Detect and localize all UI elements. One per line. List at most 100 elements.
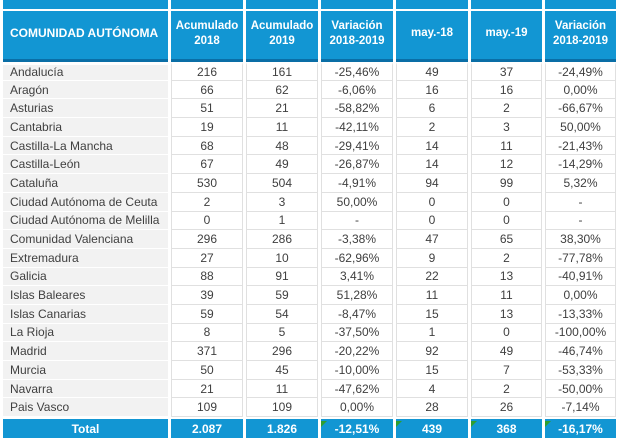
value-cell[interactable]: 16 [396, 80, 468, 100]
value-cell[interactable]: 50 [171, 361, 243, 380]
value-cell[interactable]: 3 [246, 192, 318, 212]
region-name-cell[interactable]: Castilla-León [3, 155, 168, 175]
column-header-acumulado-2018[interactable]: Acumulado 2018 [171, 0, 243, 62]
value-cell[interactable]: -46,74% [545, 342, 616, 361]
value-cell[interactable]: 14 [396, 136, 468, 156]
value-cell[interactable]: 0 [471, 192, 542, 212]
value-cell[interactable]: 48 [246, 136, 318, 156]
total-value-cell[interactable]: 1.826 [246, 417, 318, 439]
value-cell[interactable]: -29,41% [321, 136, 393, 156]
value-cell[interactable]: -50,00% [545, 379, 616, 399]
region-name-cell[interactable]: Galicia [3, 267, 168, 287]
value-cell[interactable]: 47 [396, 230, 468, 249]
region-name-cell[interactable]: Cataluña [3, 174, 168, 193]
value-cell[interactable]: -14,29% [545, 155, 616, 175]
value-cell[interactable]: 28 [396, 398, 468, 418]
value-cell[interactable]: 0 [396, 211, 468, 231]
region-name-cell[interactable]: Madrid [3, 342, 168, 361]
value-cell[interactable]: 16 [471, 80, 542, 100]
value-cell[interactable]: 14 [396, 155, 468, 175]
value-cell[interactable]: -40,91% [545, 267, 616, 287]
value-cell[interactable]: 11 [471, 136, 542, 156]
value-cell[interactable]: 37 [471, 62, 542, 81]
value-cell[interactable]: 91 [246, 267, 318, 287]
value-cell[interactable]: 0 [171, 211, 243, 231]
value-cell[interactable]: 5,32% [545, 174, 616, 193]
value-cell[interactable]: 59 [171, 304, 243, 324]
value-cell[interactable]: 39 [171, 286, 243, 305]
value-cell[interactable]: -26,87% [321, 155, 393, 175]
value-cell[interactable]: 2 [471, 99, 542, 119]
column-header-acumulado-2019[interactable]: Acumulado 2019 [246, 0, 318, 62]
value-cell[interactable]: 2 [471, 248, 542, 268]
total-value-cell-flagged[interactable]: -16,17% [545, 417, 616, 439]
value-cell[interactable]: 2 [471, 379, 542, 399]
value-cell[interactable]: 3,41% [321, 267, 393, 287]
total-value-cell-flagged[interactable]: -12,51% [321, 417, 393, 439]
value-cell[interactable]: 8 [171, 323, 243, 343]
value-cell[interactable]: 0 [396, 192, 468, 212]
value-cell[interactable]: 216 [171, 62, 243, 81]
value-cell[interactable]: 45 [246, 361, 318, 380]
value-cell[interactable]: 49 [471, 342, 542, 361]
value-cell[interactable]: 21 [246, 99, 318, 119]
value-cell[interactable]: 54 [246, 304, 318, 324]
value-cell[interactable]: -47,62% [321, 379, 393, 399]
value-cell[interactable]: 6 [396, 99, 468, 119]
region-name-cell[interactable]: Islas Baleares [3, 286, 168, 305]
value-cell[interactable]: 51 [171, 99, 243, 119]
value-cell[interactable]: -66,67% [545, 99, 616, 119]
value-cell[interactable]: 51,28% [321, 286, 393, 305]
column-header-variacion-acumulado[interactable]: Variación 2018-2019 [321, 0, 393, 62]
value-cell[interactable]: 99 [471, 174, 542, 193]
value-cell[interactable]: 2 [171, 192, 243, 212]
value-cell[interactable]: 530 [171, 174, 243, 193]
value-cell[interactable]: 13 [471, 304, 542, 324]
value-cell[interactable]: 88 [171, 267, 243, 287]
value-cell[interactable]: -100,00% [545, 323, 616, 343]
value-cell[interactable]: 49 [246, 155, 318, 175]
value-cell[interactable]: -53,33% [545, 361, 616, 380]
region-name-cell[interactable]: Islas Canarias [3, 304, 168, 324]
value-cell[interactable]: 0,00% [545, 80, 616, 100]
value-cell[interactable]: -25,46% [321, 62, 393, 81]
value-cell[interactable]: 11 [246, 118, 318, 137]
region-name-cell[interactable]: Pais Vasco [3, 398, 168, 418]
value-cell[interactable]: 15 [396, 361, 468, 380]
value-cell[interactable]: 296 [171, 230, 243, 249]
value-cell[interactable]: -13,33% [545, 304, 616, 324]
value-cell[interactable]: 12 [471, 155, 542, 175]
value-cell[interactable]: 15 [396, 304, 468, 324]
value-cell[interactable]: -20,22% [321, 342, 393, 361]
value-cell[interactable]: 62 [246, 80, 318, 100]
value-cell[interactable]: - [545, 192, 616, 212]
value-cell[interactable]: 92 [396, 342, 468, 361]
total-value-cell-flagged[interactable]: 439 [396, 417, 468, 439]
value-cell[interactable]: 286 [246, 230, 318, 249]
value-cell[interactable]: -7,14% [545, 398, 616, 418]
value-cell[interactable]: 26 [471, 398, 542, 418]
value-cell[interactable]: 49 [396, 62, 468, 81]
value-cell[interactable]: 109 [246, 398, 318, 418]
value-cell[interactable]: -62,96% [321, 248, 393, 268]
value-cell[interactable]: 3 [471, 118, 542, 137]
value-cell[interactable]: -24,49% [545, 62, 616, 81]
value-cell[interactable]: 59 [246, 286, 318, 305]
value-cell[interactable]: 13 [471, 267, 542, 287]
value-cell[interactable]: 65 [471, 230, 542, 249]
value-cell[interactable]: -4,91% [321, 174, 393, 193]
column-header-variacion-mensual[interactable]: Variación 2018-2019 [545, 0, 616, 62]
value-cell[interactable]: 10 [246, 248, 318, 268]
value-cell[interactable]: 50,00% [321, 192, 393, 212]
value-cell[interactable]: -21,43% [545, 136, 616, 156]
value-cell[interactable]: 504 [246, 174, 318, 193]
value-cell[interactable]: 0,00% [321, 398, 393, 418]
value-cell[interactable]: -42,11% [321, 118, 393, 137]
value-cell[interactable]: 22 [396, 267, 468, 287]
region-name-cell[interactable]: Comunidad Valenciana [3, 230, 168, 249]
column-header-may-19[interactable]: may.-19 [471, 0, 542, 62]
value-cell[interactable]: 9 [396, 248, 468, 268]
value-cell[interactable]: 161 [246, 62, 318, 81]
total-value-cell-flagged[interactable]: 368 [471, 417, 542, 439]
value-cell[interactable]: 11 [246, 379, 318, 399]
